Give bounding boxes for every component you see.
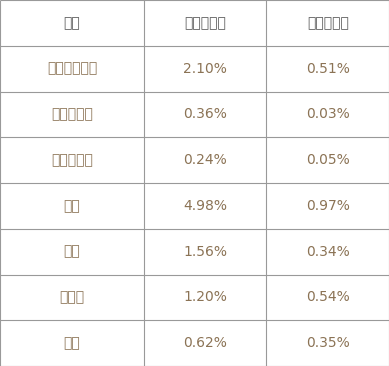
Text: 0.36%: 0.36% [183, 107, 227, 122]
Text: 0.24%: 0.24% [183, 153, 227, 167]
Text: 植酸: 植酸 [63, 199, 81, 213]
Text: 0.35%: 0.35% [306, 336, 350, 350]
Text: 2.10%: 2.10% [183, 61, 227, 76]
Text: 皂素: 皂素 [63, 336, 81, 350]
Text: 0.51%: 0.51% [306, 61, 350, 76]
Text: 0.34%: 0.34% [306, 244, 350, 259]
Text: 项目: 项目 [63, 16, 81, 30]
Text: 发酵后菜粕: 发酵后菜粕 [307, 16, 349, 30]
Text: 4.98%: 4.98% [183, 199, 227, 213]
Text: 1.56%: 1.56% [183, 244, 227, 259]
Text: 芥子碱: 芥子碱 [60, 290, 84, 305]
Text: 0.54%: 0.54% [306, 290, 350, 305]
Text: 0.62%: 0.62% [183, 336, 227, 350]
Text: 0.05%: 0.05% [306, 153, 350, 167]
Text: 异硫氰酸酯: 异硫氰酸酯 [51, 107, 93, 122]
Text: 恶唑烷硫酮: 恶唑烷硫酮 [51, 153, 93, 167]
Text: 1.20%: 1.20% [183, 290, 227, 305]
Text: 硫代葡萄糖甙: 硫代葡萄糖甙 [47, 61, 97, 76]
Text: 单宁: 单宁 [63, 244, 81, 259]
Text: 发酵前菜粕: 发酵前菜粕 [184, 16, 226, 30]
Text: 0.97%: 0.97% [306, 199, 350, 213]
Text: 0.03%: 0.03% [306, 107, 350, 122]
